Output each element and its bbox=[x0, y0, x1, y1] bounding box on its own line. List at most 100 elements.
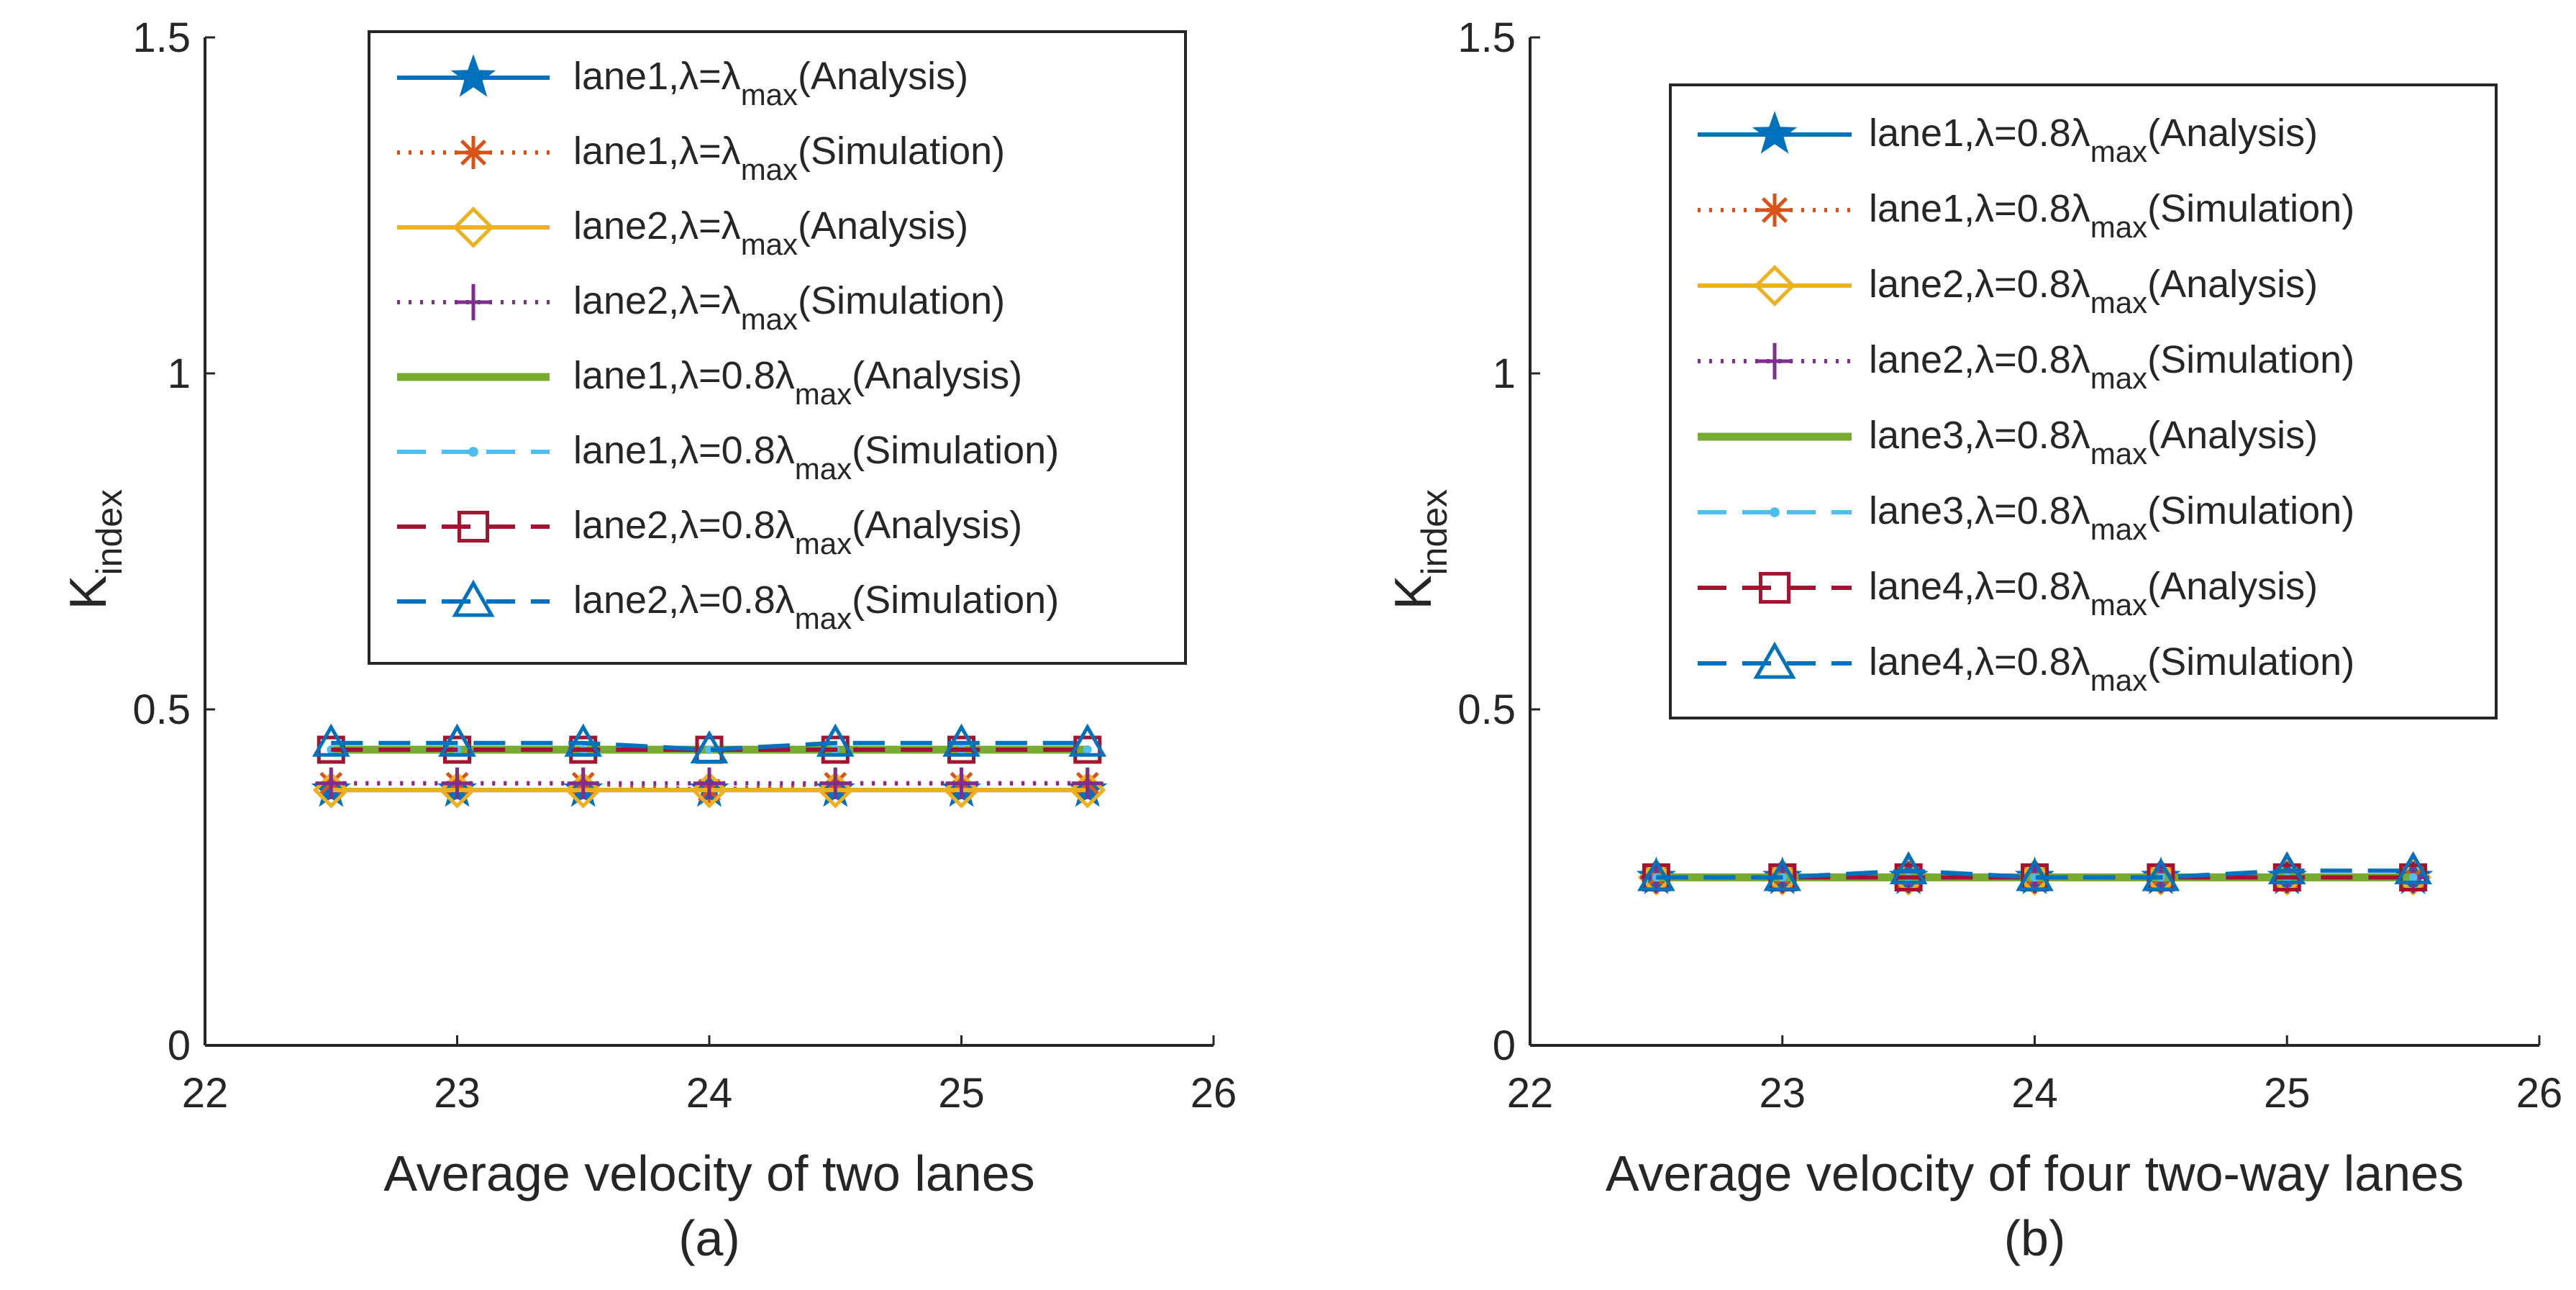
x-tick-label: 26 bbox=[1191, 1070, 1237, 1117]
legend-lambda: λ=λ bbox=[679, 279, 741, 322]
legend-sub: max bbox=[2090, 361, 2147, 395]
series-8 bbox=[311, 723, 1107, 764]
triangle-marker bbox=[2016, 858, 2054, 891]
legend-sub: max bbox=[741, 78, 798, 112]
y-axis-label: Kindex bbox=[1385, 489, 1455, 610]
x-tick-label: 22 bbox=[182, 1070, 229, 1117]
triangle-marker bbox=[942, 723, 980, 757]
legend-lambda: λ=0.8λ bbox=[679, 429, 795, 472]
legend-label: lane1,λ=0.8λmax(Analysis) bbox=[1869, 112, 2318, 168]
dot-marker bbox=[1770, 507, 1780, 517]
legend-entry: lane2,λ=0.8λmax(Analysis) bbox=[397, 504, 1022, 560]
legend-lambda: λ=0.8λ bbox=[679, 504, 795, 547]
legend: lane1,λ=0.8λmax(Analysis)lane1,λ=0.8λmax… bbox=[1669, 83, 2498, 719]
series-8 bbox=[1637, 851, 2432, 891]
legend-lane: lane2, bbox=[573, 504, 679, 547]
legend-lane: lane2, bbox=[573, 204, 679, 247]
panel-caption: (a) bbox=[678, 1210, 740, 1266]
triangle-marker bbox=[816, 723, 855, 757]
legend-entry: lane1,λ=0.8λmax(Analysis) bbox=[397, 354, 1022, 411]
y-axis-label-main: K bbox=[60, 575, 117, 609]
y-tick-label: 0 bbox=[1493, 1022, 1516, 1069]
legend-sub: max bbox=[795, 527, 852, 560]
legend-sub: max bbox=[741, 302, 798, 336]
legend-entry: lane1,λ=0.8λmax(Analysis) bbox=[1698, 111, 2318, 168]
legend-entry: lane4,λ=0.8λmax(Analysis) bbox=[1698, 565, 2318, 622]
legend-tail: (Simulation) bbox=[852, 578, 1059, 622]
legend-label: lane2,λ=λmax(Analysis) bbox=[573, 204, 968, 261]
x-tick-label: 22 bbox=[1507, 1070, 1554, 1117]
legend-sub: max bbox=[2090, 437, 2147, 471]
x-tick-label: 25 bbox=[2264, 1070, 2311, 1117]
legend-lane: lane3, bbox=[1869, 414, 1975, 457]
legend-lane: lane2, bbox=[1869, 338, 1975, 381]
legend-lane: lane3, bbox=[1869, 489, 1975, 532]
diamond-marker bbox=[1754, 265, 1796, 306]
x-tick-label: 24 bbox=[2011, 1070, 2058, 1117]
legend-entry: lane2,λ=0.8λmax(Simulation) bbox=[1698, 338, 2354, 395]
legend-sub: max bbox=[2090, 286, 2147, 319]
legend-entry: lane2,λ=λmax(Simulation) bbox=[397, 279, 1005, 336]
legend-sub: max bbox=[2090, 663, 2147, 697]
y-axis-label-main: K bbox=[1385, 575, 1442, 609]
x-axis-label: Average velocity of two lanes bbox=[383, 1145, 1034, 1202]
legend-lane: lane4, bbox=[1869, 640, 1975, 683]
legend-lane: lane4, bbox=[1869, 565, 1975, 608]
square-marker bbox=[457, 510, 490, 543]
legend-entry: lane4,λ=0.8λmax(Simulation) bbox=[1698, 640, 2354, 697]
legend-lane: lane2, bbox=[573, 578, 679, 622]
legend-tail: (Simulation) bbox=[2147, 489, 2354, 532]
legend-tail: (Simulation) bbox=[798, 279, 1005, 322]
legend-sub: max bbox=[2090, 210, 2147, 244]
y-axis-label-sub: index bbox=[89, 489, 129, 576]
legend-tail: (Analysis) bbox=[852, 354, 1022, 397]
legend-lambda: λ=0.8λ bbox=[1975, 640, 2090, 683]
legend-sub: max bbox=[795, 452, 852, 486]
legend-label: lane1,λ=λmax(Analysis) bbox=[573, 55, 968, 112]
legend: lane1,λ=λmax(Analysis)lane1,λ=λmax(Simul… bbox=[368, 30, 1187, 665]
legend-tail: (Simulation) bbox=[2147, 338, 2354, 381]
series-4 bbox=[315, 767, 1103, 799]
legend-tail: (Analysis) bbox=[2147, 112, 2318, 155]
legend-label: lane2,λ=λmax(Simulation) bbox=[573, 279, 1005, 336]
legend-sub: max bbox=[2090, 512, 2147, 546]
chart-panel-b: 22 23 24 25 26 0 0.5 1 1.5 Average velocity of fo… bbox=[1385, 14, 2562, 1266]
diamond-marker bbox=[452, 206, 494, 248]
legend-lambda: λ=λ bbox=[679, 130, 741, 173]
legend-lambda: λ=0.8λ bbox=[1975, 489, 2090, 532]
legend-tail: (Analysis) bbox=[798, 204, 968, 247]
triangle-marker bbox=[1889, 851, 1928, 885]
legend-tail: (Simulation) bbox=[2147, 640, 2354, 683]
y-tick-label: 0.5 bbox=[1457, 686, 1516, 733]
square-marker bbox=[1758, 571, 1791, 604]
legend-lane: lane1, bbox=[1869, 112, 1975, 155]
legend-entry: lane2,λ=λmax(Analysis) bbox=[397, 204, 968, 261]
star-marker bbox=[1752, 111, 1798, 154]
legend-tail: (Simulation) bbox=[798, 130, 1005, 173]
dot-marker bbox=[468, 447, 478, 457]
legend-lambda: λ=0.8λ bbox=[1975, 112, 2090, 155]
legend-sub: max bbox=[795, 377, 852, 411]
triangle-marker bbox=[2267, 851, 2306, 885]
legend-box bbox=[1669, 83, 2498, 719]
legend-lane: lane1, bbox=[573, 55, 679, 98]
x-tick-label: 25 bbox=[938, 1070, 985, 1117]
legend-label: lane2,λ=0.8λmax(Analysis) bbox=[573, 504, 1022, 560]
legend-lambda: λ=λ bbox=[679, 204, 741, 247]
legend-tail: (Analysis) bbox=[852, 504, 1022, 547]
legend-lane: lane1, bbox=[1869, 187, 1975, 230]
legend-label: lane4,λ=0.8λmax(Simulation) bbox=[1869, 640, 2354, 697]
y-tick-label: 1.5 bbox=[132, 14, 191, 61]
panel-caption: (b) bbox=[2004, 1210, 2066, 1266]
y-tick-label: 1 bbox=[1493, 350, 1516, 397]
triangle-marker bbox=[1753, 641, 1796, 679]
legend-lambda: λ=0.8λ bbox=[1975, 187, 2090, 230]
legend-entry: lane1,λ=0.8λmax(Simulation) bbox=[1698, 187, 2354, 244]
x-axis-label: Average velocity of four two-way lanes bbox=[1606, 1145, 2464, 1202]
legend-sub: max bbox=[795, 601, 852, 635]
legend-lane: lane1, bbox=[573, 354, 679, 397]
triangle-marker bbox=[564, 723, 603, 757]
legend-entry: lane1,λ=λmax(Analysis) bbox=[397, 54, 968, 112]
